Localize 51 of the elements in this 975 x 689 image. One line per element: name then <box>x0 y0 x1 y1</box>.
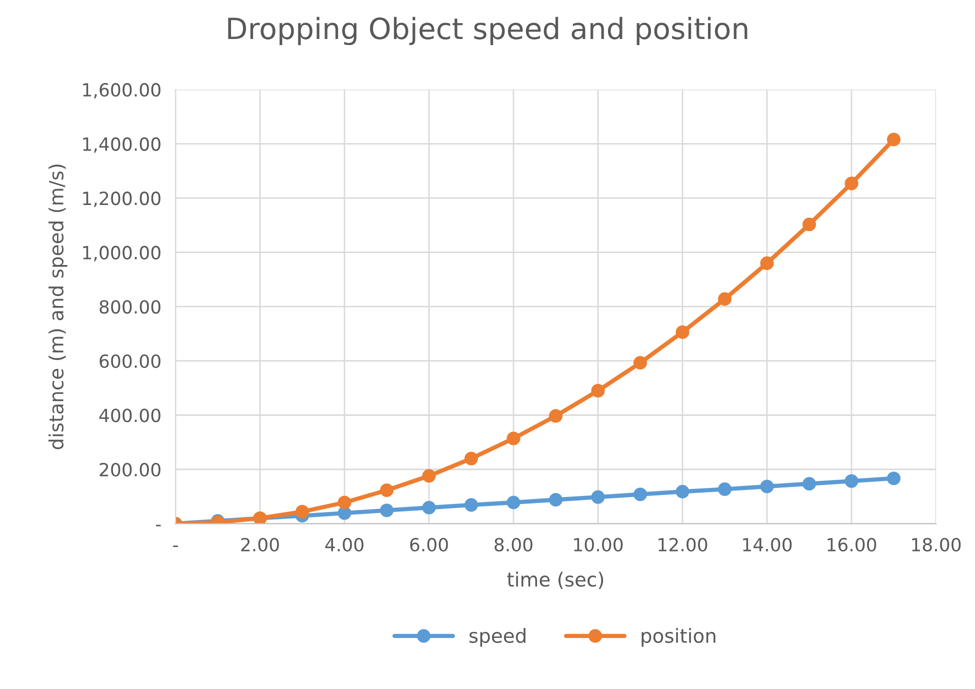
y-tick-label: 200.00 <box>100 462 160 476</box>
point <box>886 472 901 486</box>
y-axis-title: distance (m) and speed (m/s) <box>48 164 68 450</box>
x-tick-label: 8.00 <box>494 538 532 552</box>
point <box>464 498 478 512</box>
x-tick-label: 2.00 <box>241 538 279 552</box>
point <box>886 132 901 146</box>
x-tick-label: 12.00 <box>658 538 708 552</box>
x-tick-label: 16.00 <box>828 538 876 552</box>
point <box>591 490 605 504</box>
point <box>506 432 520 446</box>
point <box>380 504 394 518</box>
point <box>760 256 774 270</box>
point <box>676 484 690 498</box>
y-tick-label: 1,600.00 <box>83 83 160 99</box>
point <box>295 504 310 518</box>
chart-title: Dropping Object speed and position <box>228 16 748 46</box>
legend-label: speed <box>469 628 526 647</box>
y-tick-label: - <box>156 524 161 526</box>
x-tick-label: 14.00 <box>743 538 792 552</box>
y-tick-label: 400.00 <box>99 408 160 422</box>
point <box>718 482 732 496</box>
point <box>464 452 478 466</box>
point <box>844 474 858 488</box>
x-tick-label: 18.00 <box>912 538 961 552</box>
x-tick-label: 6.00 <box>410 538 448 552</box>
point <box>380 484 394 498</box>
y-tick-label: 1,000.00 <box>83 246 160 262</box>
y-tick-label: 1,200.00 <box>83 192 160 208</box>
point <box>422 469 436 483</box>
point <box>676 325 690 339</box>
y-tick-label: 1,400.00 <box>83 137 160 153</box>
point <box>506 496 520 510</box>
point <box>338 496 352 510</box>
point <box>633 356 648 370</box>
legend-label: position <box>642 628 716 647</box>
point <box>718 292 732 306</box>
y-tick-label: 600.00 <box>100 354 160 368</box>
x-tick-label: 4.00 <box>325 538 364 552</box>
point <box>548 409 563 423</box>
point <box>548 492 563 507</box>
y-tick-label: 800.00 <box>100 300 160 314</box>
point <box>591 384 605 398</box>
point <box>422 500 436 514</box>
point <box>802 218 816 232</box>
x-axis-title: time (sec) <box>507 572 604 590</box>
point <box>633 488 648 502</box>
point <box>802 476 816 491</box>
x-tick-label: 10.00 <box>574 538 623 552</box>
point <box>760 480 774 494</box>
point <box>844 176 858 190</box>
